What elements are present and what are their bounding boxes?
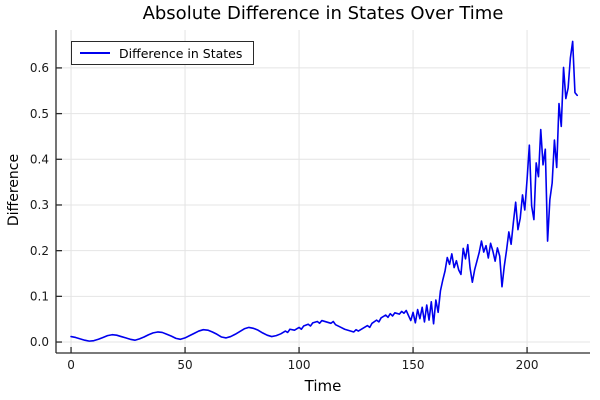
y-tick-label: 0.5	[30, 107, 49, 121]
y-tick-label: 0.2	[30, 244, 49, 258]
legend-label: Difference in States	[119, 45, 243, 61]
y-tick-label: 0.6	[30, 61, 49, 75]
data-line	[70, 40, 579, 342]
y-axis-label: Difference	[6, 153, 22, 227]
chart-title: Absolute Difference in States Over Time	[142, 3, 504, 24]
x-axis-label: Time	[304, 377, 342, 395]
x-tick-label: 150	[402, 358, 425, 372]
x-tick-label: 0	[67, 358, 75, 372]
x-tick-label: 50	[177, 358, 192, 372]
x-tick-label: 100	[288, 358, 311, 372]
legend-line-sample	[80, 52, 110, 54]
x-tick-label: 200	[516, 358, 539, 372]
y-tick-label: 0.4	[30, 152, 49, 166]
legend: Difference in States	[71, 41, 255, 65]
y-tick-label: 0.3	[30, 198, 49, 212]
y-tick-label: 0.1	[30, 290, 49, 304]
y-tick-label: 0.0	[30, 335, 49, 349]
